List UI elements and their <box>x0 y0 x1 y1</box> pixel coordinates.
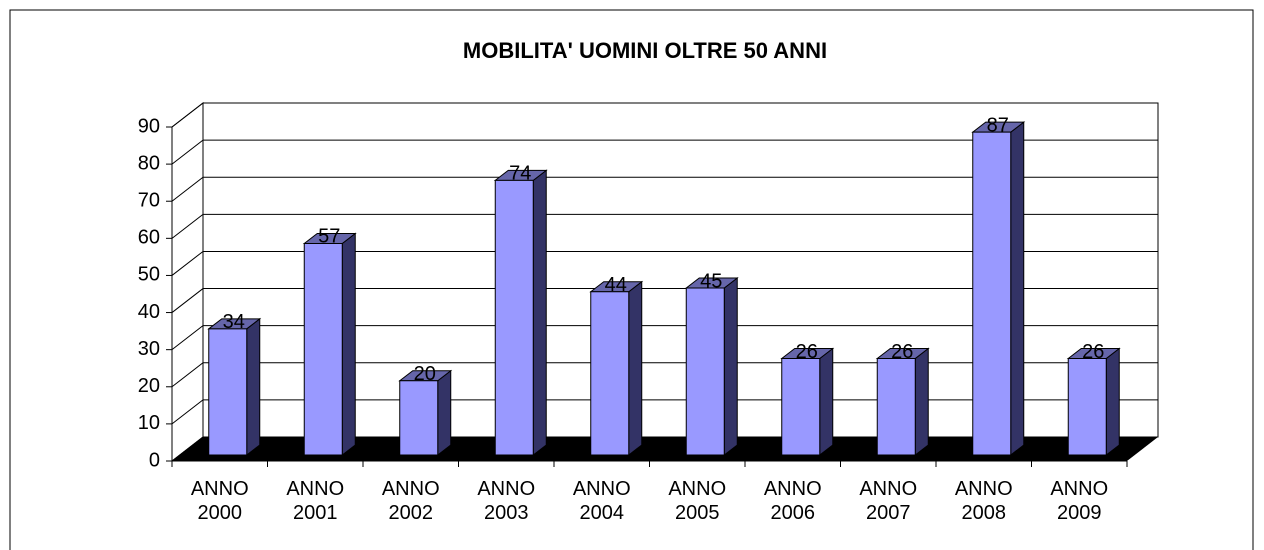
bar-side <box>532 169 547 457</box>
y-tick-label: 30 <box>138 338 160 360</box>
bar <box>302 232 357 457</box>
bar-side <box>1105 347 1120 457</box>
bar <box>493 169 548 457</box>
side-wall <box>171 101 204 463</box>
grid-line <box>171 139 1158 165</box>
y-tick-label: 0 <box>149 449 160 471</box>
data-label: 26 <box>891 341 913 363</box>
bar-front <box>876 358 916 456</box>
x-tick-label: ANNO 2005 <box>668 478 727 524</box>
bar <box>398 369 453 457</box>
bar-side <box>628 280 643 457</box>
bar-side <box>246 317 261 457</box>
y-tick-label: 50 <box>138 264 160 286</box>
y-tick-label: 10 <box>138 412 160 434</box>
data-label: 45 <box>700 270 722 292</box>
data-label: 20 <box>414 363 436 385</box>
y-tick-label: 60 <box>138 227 160 249</box>
bar-front <box>1067 358 1107 456</box>
x-tick-label: ANNO 2006 <box>763 478 822 524</box>
y-tick-label: 90 <box>138 115 160 137</box>
x-tick-label: ANNO 2007 <box>859 478 918 524</box>
grid-line <box>171 213 1158 239</box>
x-tick-label: ANNO 2000 <box>190 478 249 524</box>
grid-line <box>171 250 1158 276</box>
bar-front <box>590 291 630 456</box>
chart-title: MOBILITA' UOMINI OLTRE 50 ANNI <box>463 38 827 63</box>
bar <box>780 347 835 457</box>
data-label: 34 <box>223 311 245 333</box>
bar-front <box>685 287 725 456</box>
x-tick-label: ANNO 2002 <box>381 478 440 524</box>
bar-side <box>723 276 738 457</box>
data-label: 26 <box>796 341 818 363</box>
y-tick-label: 80 <box>138 152 160 174</box>
bar <box>971 121 1026 457</box>
bar <box>875 347 930 457</box>
x-tick-label: ANNO 2009 <box>1050 478 1109 524</box>
bar-front <box>781 358 821 456</box>
grid-line <box>171 362 1158 388</box>
bar-front <box>303 242 343 456</box>
data-label: 26 <box>1082 341 1104 363</box>
bar-front <box>208 328 248 456</box>
bar <box>684 276 739 457</box>
bar-side <box>914 347 929 457</box>
bar-side <box>341 232 356 457</box>
y-tick-label: 20 <box>138 375 160 397</box>
data-label: 87 <box>987 114 1009 136</box>
data-label: 44 <box>605 274 627 296</box>
bar <box>589 280 644 457</box>
bar-side <box>437 369 452 457</box>
x-tick-label: ANNO 2008 <box>954 478 1013 524</box>
data-label: 57 <box>318 226 340 248</box>
x-tick-label: ANNO 2001 <box>286 478 345 524</box>
bar-front <box>494 179 534 456</box>
grid-line <box>171 325 1158 351</box>
bar-front <box>399 380 439 456</box>
y-tick-label: 70 <box>138 190 160 212</box>
y-tick-label: 40 <box>138 301 160 323</box>
bar-front <box>972 131 1012 456</box>
bar-side <box>819 347 834 457</box>
grid-line <box>171 102 1158 128</box>
grid-line <box>171 176 1158 202</box>
bar <box>1066 347 1121 457</box>
data-label: 74 <box>509 163 531 185</box>
x-tick-label: ANNO 2004 <box>572 478 631 524</box>
x-tick-label: ANNO 2003 <box>477 478 536 524</box>
grid-line <box>171 399 1158 425</box>
bar-side <box>1010 121 1025 457</box>
grid-line <box>171 288 1158 313</box>
bar <box>207 317 262 457</box>
